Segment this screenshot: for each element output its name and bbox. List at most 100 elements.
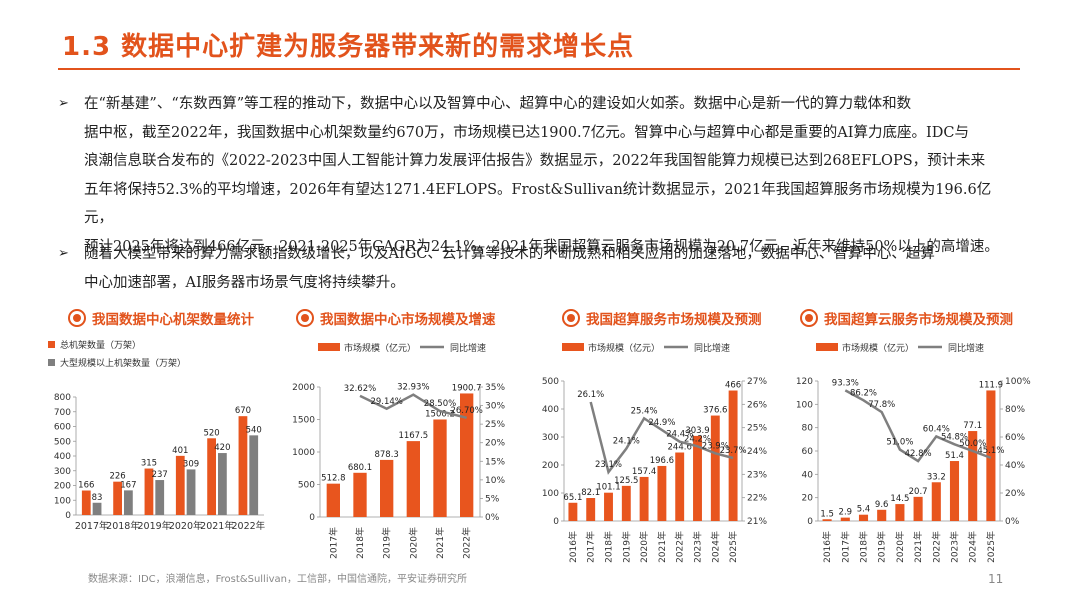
growth-value-label: 77.8% <box>868 400 895 410</box>
y2-tick-label: 23% <box>747 470 767 480</box>
bullet-2-line: 随着大模型带来的算力需求额指数级增长，以及AIGC、云计算等技术的不断成熟和相关… <box>84 246 935 262</box>
y-tick-label: 700 <box>54 408 71 418</box>
y2-tick-label: 20% <box>1005 489 1025 499</box>
bar-value-label: 540 <box>246 425 262 435</box>
y2-tick-label: 30% <box>485 402 505 412</box>
bar <box>728 390 738 521</box>
bar-value-label: 14.5 <box>890 494 909 504</box>
y-tick-label: 400 <box>542 405 559 415</box>
target-icon <box>68 309 86 327</box>
page-title: 1.3 数据中心扩建为服务器带来新的需求增长点 <box>62 32 635 62</box>
growth-value-label: 42.8% <box>905 449 932 459</box>
bar-value-label: 670 <box>235 406 251 416</box>
legend-swatch <box>48 341 55 348</box>
growth-value-label: 54.8% <box>941 432 968 442</box>
x-tick-label: 2021年 <box>200 520 234 532</box>
bar <box>931 482 941 521</box>
bullet-1: ➢ 在“新基建”、“东数西算”等工程的推动下，数据中心以及智算中心、超算中心的建… <box>58 90 1020 261</box>
growth-value-label: 23.1% <box>595 460 622 470</box>
growth-value-label: 25.4% <box>631 406 658 416</box>
bar-value-label: 196.6 <box>650 456 674 466</box>
bullet-1-line: 在“新基建”、“东数西算”等工程的推动下，数据中心以及智算中心、超算中心的建设如… <box>84 96 912 112</box>
bar <box>92 502 102 515</box>
target-icon <box>562 309 580 327</box>
bullet-2-line: 中心加速部署，AI服务器市场景气度将持续攀升。 <box>84 274 405 291</box>
target-icon <box>800 309 818 327</box>
bar <box>877 509 887 521</box>
x-tick-label: 2016年 <box>821 531 833 563</box>
y2-tick-label: 100% <box>1005 377 1031 387</box>
bar-value-label: 466 <box>725 381 741 391</box>
y-tick-label: 1500 <box>292 416 315 426</box>
x-tick-label: 2022年 <box>231 520 265 532</box>
y-tick-label: 0 <box>553 517 559 527</box>
bar-value-label: 5.4 <box>857 505 871 515</box>
legend-label: 市场规模（亿元） <box>588 342 660 354</box>
growth-value-label: 26.1% <box>577 390 604 400</box>
x-tick-label: 2023年 <box>692 531 704 563</box>
bullet-1-line: 据中枢，截至2022年，我国数据中心机架数量约670万，市场规模已达1900.7… <box>84 124 969 141</box>
bar-value-label: 237 <box>152 470 168 480</box>
x-tick-label: 2023年 <box>949 531 961 563</box>
bar <box>186 469 196 515</box>
bar-value-label: 226 <box>109 472 125 482</box>
x-tick-label: 2018年 <box>106 520 140 532</box>
bar <box>175 455 185 515</box>
bar <box>639 476 649 521</box>
y-tick-label: 800 <box>54 393 71 403</box>
bar <box>249 435 259 515</box>
x-tick-label: 2016年 <box>567 531 579 563</box>
growth-value-label: 60.4% <box>923 424 950 434</box>
bar-value-label: 125.5 <box>614 476 638 486</box>
legend-swatch <box>562 343 584 351</box>
bar <box>218 453 227 515</box>
chart-4-svg: 市场规模（亿元） 同比增速 0 20 40 60 80 100 120 0% 20% 40% 60% 80… <box>796 342 1031 563</box>
x-tick-label: 2018年 <box>603 531 615 563</box>
bar <box>207 438 216 515</box>
chart-2-svg: 市场规模（亿元） 同比增速 0 500 1000 1500 2000 0% 5% 10% 15% 20… <box>292 342 505 559</box>
growth-value-label: 28.50% <box>424 399 456 409</box>
bar <box>840 517 850 521</box>
legend-label: 同比增速 <box>948 342 984 354</box>
chart-4-title-text: 我国超算云服务市场规模及预测 <box>824 312 1013 328</box>
y-tick-label: 600 <box>54 423 71 433</box>
growth-value-label: 29.14% <box>370 397 402 407</box>
legend-label: 市场规模（亿元） <box>344 342 416 354</box>
x-tick-label: 2021年 <box>656 531 668 563</box>
bar <box>895 504 905 521</box>
x-tick-label: 2022年 <box>461 527 473 559</box>
bar <box>460 393 474 517</box>
legend-label: 总机架数量（万架） <box>60 339 141 351</box>
growth-value-label: 86.2% <box>850 388 877 398</box>
growth-value-label: 23.7% <box>720 446 747 456</box>
bar <box>144 468 154 515</box>
bar-value-label: 166 <box>78 481 94 491</box>
y-tick-label: 0 <box>65 511 71 521</box>
chart-3: 市场规模（亿元） 同比增速 0 100 200 300 400 500 21% 22% 23% 24%… <box>528 335 783 563</box>
bar-value-label: 83 <box>92 493 103 503</box>
y2-tick-label: 20% <box>485 439 505 449</box>
bar <box>710 415 720 521</box>
bullet-arrow-icon: ➢ <box>58 96 69 111</box>
y2-tick-label: 15% <box>485 457 505 467</box>
legend-swatch <box>318 343 340 351</box>
chart-3-title: 我国超算服务市场规模及预测 <box>562 308 762 329</box>
growth-value-label: 23.9% <box>702 441 729 451</box>
bar-value-label: 20.7 <box>909 487 928 497</box>
bar <box>621 485 631 521</box>
bar-value-label: 33.2 <box>927 472 946 482</box>
bar-value-label: 82.1 <box>581 488 600 498</box>
bar <box>968 431 978 521</box>
chart-2-title-text: 我国数据中心市场规模及增速 <box>320 312 496 328</box>
y-tick-label: 0 <box>309 513 315 523</box>
bar-value-label: 878.3 <box>374 450 398 460</box>
bar-value-label: 9.6 <box>875 500 889 510</box>
chart-1-title: 我国数据中心机架数量统计 <box>68 308 254 329</box>
bar <box>353 472 367 517</box>
x-tick-label: 2017年 <box>327 527 339 559</box>
y2-tick-label: 27% <box>747 377 767 387</box>
legend-label: 大型规模以上机架数量（万架） <box>60 357 186 369</box>
y2-tick-label: 0% <box>1005 517 1020 527</box>
growth-value-label: 32.93% <box>397 383 429 393</box>
chart-3-title-text: 我国超算服务市场规模及预测 <box>586 312 762 328</box>
